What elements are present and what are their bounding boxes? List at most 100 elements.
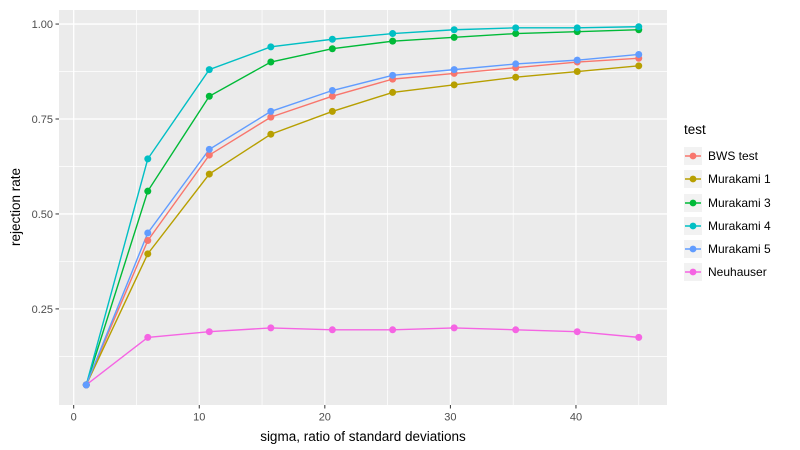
data-point-murakami-3 bbox=[328, 45, 336, 53]
data-point-murakami-1 bbox=[450, 81, 458, 89]
data-point-murakami-3 bbox=[450, 33, 458, 41]
gridlines-layer bbox=[59, 10, 667, 405]
data-point-bws-test bbox=[328, 92, 336, 100]
x-axis-title: sigma, ratio of standard deviations bbox=[260, 429, 466, 444]
data-point-bws-test bbox=[267, 113, 275, 121]
data-point-murakami-3 bbox=[389, 37, 397, 45]
legend-key-point bbox=[689, 245, 697, 253]
legend-key-glyph-murakami-3 bbox=[685, 199, 701, 206]
data-point-neuhauser bbox=[144, 333, 152, 341]
axes-layer: 0 10 20 30 40 0.25 0.50 0.75 1.00 bbox=[32, 19, 583, 423]
series-layer bbox=[82, 23, 643, 389]
series-line-neuhauser bbox=[85, 327, 639, 386]
data-point-neuhauser bbox=[205, 328, 213, 336]
data-point-murakami-5 bbox=[389, 71, 397, 79]
plot-panel bbox=[59, 10, 667, 405]
x-tick-label: 10 bbox=[193, 412, 205, 424]
data-point-murakami-5 bbox=[267, 107, 275, 115]
legend-key-point bbox=[689, 152, 697, 160]
legend-entry-murakami-4: Murakami 4 bbox=[684, 214, 771, 238]
data-point-murakami-1 bbox=[635, 62, 643, 70]
legend-key-point bbox=[689, 222, 697, 230]
legend-key-neuhauser bbox=[684, 263, 702, 282]
data-point-murakami-5 bbox=[512, 60, 520, 68]
data-point-murakami-1 bbox=[573, 68, 581, 76]
data-point-murakami-5 bbox=[144, 229, 152, 237]
x-tick-label: 20 bbox=[319, 412, 331, 424]
legend-entry-neuhauser: Neuhauser bbox=[684, 260, 767, 284]
legend-key-point bbox=[689, 199, 697, 206]
legend-label-neuhauser: Neuhauser bbox=[708, 265, 767, 280]
legend-label-bws-test: BWS test bbox=[708, 148, 759, 163]
data-point-murakami-4 bbox=[450, 26, 458, 34]
data-point-neuhauser bbox=[267, 324, 275, 332]
series-points-murakami-5 bbox=[82, 50, 643, 389]
data-point-murakami-5 bbox=[573, 56, 581, 64]
data-point-murakami-5 bbox=[205, 145, 213, 153]
data-point-neuhauser bbox=[512, 326, 520, 334]
legend-key-bws-test bbox=[684, 146, 702, 165]
legend-label-murakami-1: Murakami 1 bbox=[708, 172, 771, 187]
series-line-murakami-1 bbox=[85, 65, 639, 386]
legend-label-murakami-3: Murakami 3 bbox=[708, 195, 771, 210]
legend-entry-murakami-3: Murakami 3 bbox=[684, 191, 771, 215]
y-axis-title: rejection rate bbox=[8, 168, 23, 246]
data-point-murakami-4 bbox=[512, 24, 520, 32]
data-point-murakami-4 bbox=[573, 24, 581, 32]
legend-key-glyph-neuhauser bbox=[685, 268, 701, 276]
data-point-neuhauser bbox=[450, 324, 458, 332]
data-point-murakami-1 bbox=[328, 107, 336, 115]
legend-entry-murakami-1: Murakami 1 bbox=[684, 167, 771, 191]
data-point-murakami-1 bbox=[267, 130, 275, 138]
data-point-neuhauser bbox=[635, 333, 643, 341]
y-tick-label: 1.00 bbox=[32, 19, 53, 31]
data-point-murakami-1 bbox=[205, 170, 213, 178]
data-point-neuhauser bbox=[389, 326, 397, 334]
legend-key-murakami-1 bbox=[684, 170, 702, 189]
series-line-murakami-3 bbox=[85, 29, 639, 386]
legend-key-murakami-5 bbox=[684, 240, 702, 259]
x-tick-label: 0 bbox=[71, 412, 77, 424]
y-tick-label: 0.25 bbox=[32, 304, 53, 316]
legend-key-glyph-murakami-4 bbox=[685, 222, 701, 230]
data-point-neuhauser bbox=[328, 326, 336, 334]
series-line-murakami-5 bbox=[85, 53, 639, 386]
data-point-murakami-4 bbox=[144, 155, 152, 163]
legend-key-murakami-3 bbox=[684, 193, 702, 212]
legend-key-glyph-murakami-1 bbox=[685, 175, 701, 183]
data-point-murakami-3 bbox=[144, 187, 152, 195]
series-line-murakami-4 bbox=[85, 26, 639, 386]
legend-key-glyph-bws-test bbox=[685, 152, 701, 160]
plot-panel-layer bbox=[59, 10, 667, 405]
legend-entry-murakami-5: Murakami 5 bbox=[684, 237, 771, 261]
series-points-murakami-4 bbox=[82, 23, 643, 389]
data-point-murakami-5 bbox=[82, 381, 90, 389]
legend: test BWS test Murakami 1 Murakami 3 Murakam… bbox=[678, 0, 800, 450]
data-point-murakami-5 bbox=[635, 50, 643, 58]
y-tick-label: 0.75 bbox=[32, 114, 53, 126]
legend-title: test bbox=[684, 122, 706, 137]
data-point-murakami-3 bbox=[205, 92, 213, 100]
x-tick-label: 30 bbox=[444, 412, 456, 424]
data-point-murakami-4 bbox=[267, 43, 275, 51]
data-point-murakami-4 bbox=[328, 35, 336, 43]
series-line-bws-test bbox=[85, 57, 639, 386]
legend-key-glyph-murakami-5 bbox=[685, 245, 701, 253]
data-point-bws-test bbox=[144, 237, 152, 245]
data-point-murakami-5 bbox=[450, 66, 458, 74]
y-tick-label: 0.50 bbox=[32, 209, 53, 221]
data-point-neuhauser bbox=[573, 328, 581, 336]
data-point-murakami-1 bbox=[389, 88, 397, 96]
legend-label-murakami-4: Murakami 4 bbox=[708, 218, 771, 233]
data-point-murakami-3 bbox=[512, 30, 520, 38]
legend-label-murakami-5: Murakami 5 bbox=[708, 242, 771, 257]
data-point-murakami-4 bbox=[389, 30, 397, 38]
legend-key-point bbox=[689, 268, 697, 276]
x-tick-label: 40 bbox=[570, 412, 582, 424]
data-point-murakami-1 bbox=[512, 73, 520, 81]
data-point-murakami-1 bbox=[144, 250, 152, 258]
legend-key-point bbox=[689, 175, 697, 183]
data-point-murakami-5 bbox=[328, 87, 336, 95]
